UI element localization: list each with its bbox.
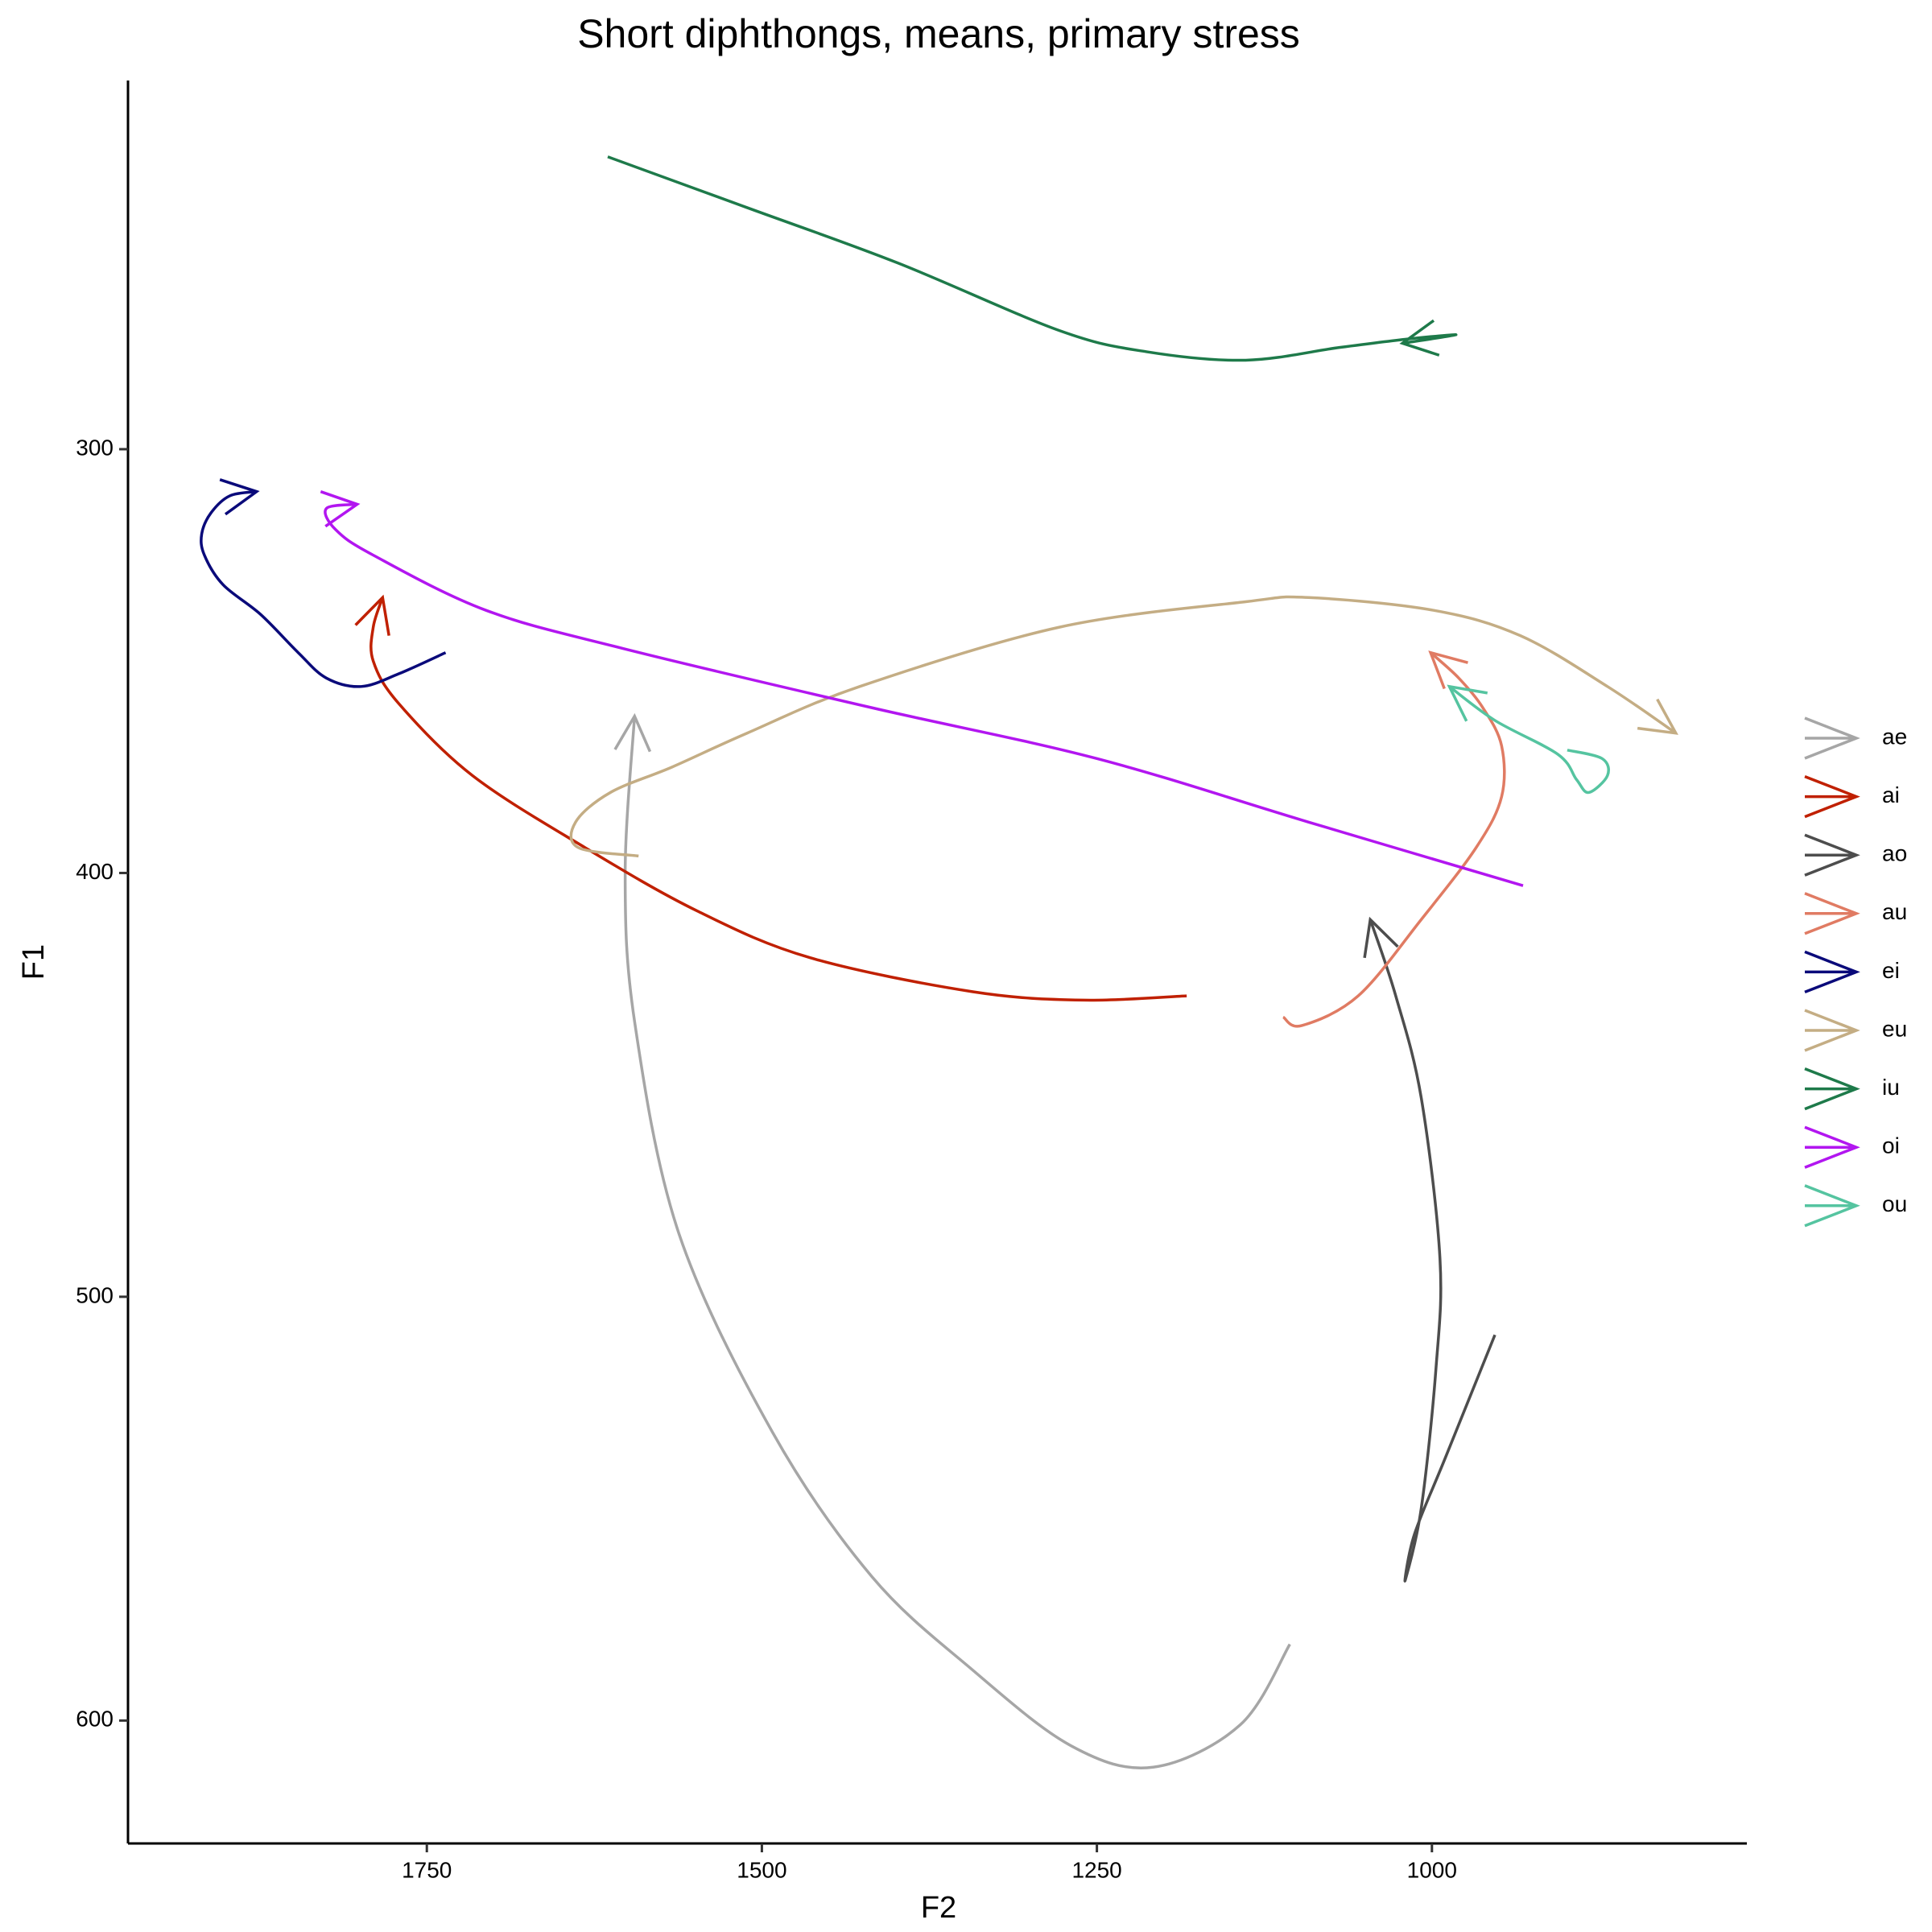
legend-label: ao: [1882, 841, 1907, 866]
legend-key: [1804, 1184, 1860, 1228]
arrowhead: [1363, 916, 1399, 959]
trajectory: [607, 155, 1458, 362]
legend-label: ei: [1882, 958, 1900, 983]
legend-key: [1804, 833, 1860, 877]
trajectory: [623, 716, 1291, 1769]
legend-label: oi: [1882, 1133, 1900, 1158]
legend-label: ai: [1882, 782, 1900, 807]
legend-label: au: [1882, 899, 1907, 924]
arrowhead: [320, 490, 361, 528]
trajectory: [1368, 919, 1496, 1583]
legend-label: iu: [1882, 1075, 1900, 1100]
legend-label: ou: [1882, 1191, 1907, 1216]
trajectory: [569, 595, 1677, 858]
arrowhead: [1447, 684, 1488, 722]
y-tick-label: 600: [76, 1707, 114, 1732]
y-tick-label: 500: [76, 1282, 114, 1307]
legend-key: [1804, 892, 1860, 935]
arrowhead: [1399, 319, 1440, 357]
x-tick-label: 1500: [737, 1857, 786, 1882]
y-tick-label: 400: [76, 859, 114, 884]
legend-key: [1804, 1067, 1860, 1111]
trajectory: [1448, 685, 1610, 795]
legend-key: [1804, 1125, 1860, 1169]
legend-key: [1804, 1009, 1860, 1052]
x-tick-label: 1750: [402, 1857, 452, 1882]
y-axis-label: F1: [17, 944, 51, 980]
x-axis-label: F2: [921, 1891, 956, 1925]
trajectory: [1282, 651, 1506, 1028]
x-tick-label: 1250: [1071, 1857, 1121, 1882]
legend-label: ae: [1882, 724, 1907, 749]
trajectory: [324, 502, 1524, 887]
legend-key: [1804, 774, 1860, 819]
trajectory: [369, 597, 1187, 1002]
chart-title: Short diphthongs, means, primary stress: [577, 11, 1300, 56]
y-tick-label: 300: [76, 435, 114, 460]
x-tick-label: 1000: [1407, 1857, 1457, 1882]
arrowhead: [354, 594, 390, 636]
legend-key: [1804, 950, 1860, 994]
arrowhead: [1428, 650, 1468, 690]
trajectory: [200, 489, 447, 688]
legend-label: eu: [1882, 1016, 1907, 1041]
legend-key: [1804, 716, 1860, 760]
arrowhead: [1637, 698, 1678, 735]
arrowhead: [613, 712, 652, 753]
arrowhead: [219, 478, 260, 516]
